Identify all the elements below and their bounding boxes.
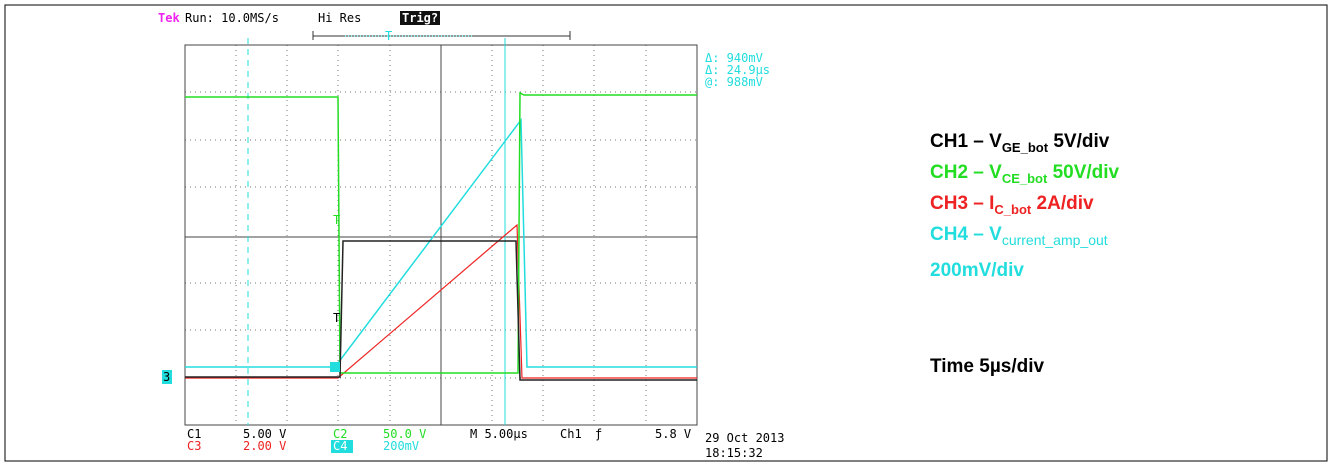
legend-entry: CH4 – Vcurrent_amp_out 200mV/div (930, 224, 1108, 281)
cursor-marker (330, 362, 340, 372)
brand: Tek (158, 11, 180, 25)
footer-box (331, 440, 353, 453)
footer: C3 (187, 439, 201, 453)
footer: C1 (187, 427, 201, 441)
footer: 2.00 V (243, 439, 286, 453)
status: Run: 10.0MS/s (185, 11, 279, 25)
trigger-marker: T (333, 311, 340, 325)
frame (4, 4, 1328, 462)
mode: Hi Res (318, 11, 361, 25)
footer: 200mV (383, 439, 419, 453)
channel-marker: 3 (163, 370, 170, 384)
footer: 50.0 V (383, 427, 426, 441)
trigger-box (400, 11, 440, 25)
trigger-marker: T (385, 29, 392, 43)
legend-entry: CH1 – VGE_bot 5V/div (930, 131, 1110, 155)
trigger-state: Trig? (402, 11, 438, 25)
time-scale: Time 5µs/div (930, 356, 1045, 377)
trigger-marker: T (333, 213, 340, 227)
ground-marker (162, 370, 172, 384)
readout: @: 988mV (705, 75, 763, 89)
readout: Δ: 940mV (705, 51, 763, 65)
trace-ch1 (185, 240, 697, 381)
footer: 5.8 V (655, 427, 691, 441)
footer: ƒ (595, 427, 602, 441)
readout: Δ: 24.9µs (705, 63, 770, 77)
legend-entry: CH2 – VCE_bot 50V/div (930, 162, 1120, 186)
footer: C2 (333, 427, 347, 441)
footer: 29 Oct 2013 (705, 431, 784, 445)
trace-ch4 (185, 117, 697, 368)
trace-ch2 (185, 91, 697, 374)
footer: 18:15:32 (705, 446, 763, 460)
footer: M 5.00µs (470, 427, 528, 441)
legend-entry: CH3 – IC_bot 2A/div (930, 193, 1094, 217)
footer: C4 (333, 439, 347, 453)
trace-ch3 (185, 223, 697, 379)
footer: 5.00 V (243, 427, 286, 441)
footer: Ch1 (560, 427, 582, 441)
